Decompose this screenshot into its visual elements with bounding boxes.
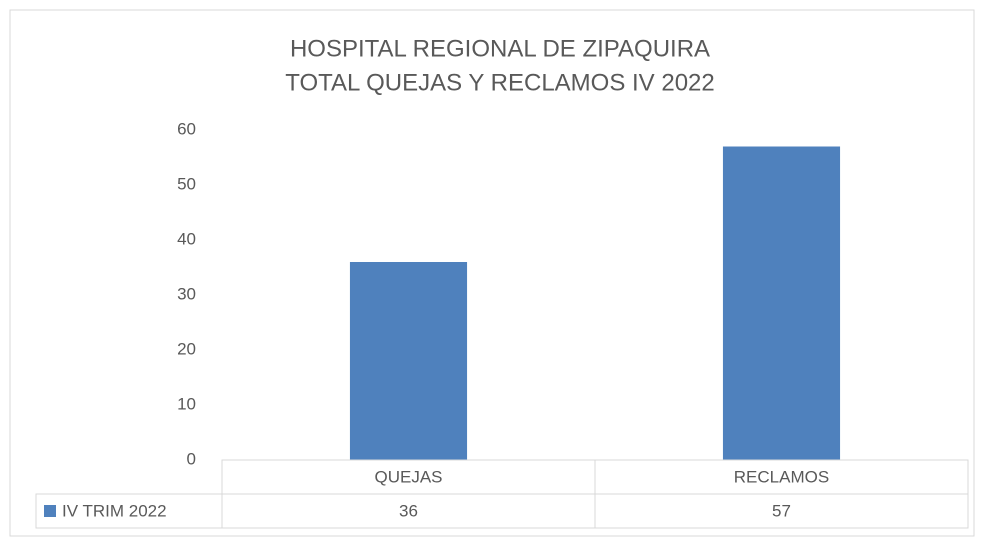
y-tick-label: 20 bbox=[177, 339, 196, 358]
bar bbox=[349, 262, 468, 460]
x-tick-label: RECLAMOS bbox=[734, 467, 829, 486]
legend-label: IV TRIM 2022 bbox=[62, 501, 167, 520]
chart-title: HOSPITAL REGIONAL DE ZIPAQUIRA bbox=[290, 35, 710, 62]
x-tick-label: QUEJAS bbox=[374, 467, 442, 486]
y-tick-label: 50 bbox=[177, 174, 196, 193]
table-cell bbox=[594, 459, 969, 495]
table-value: 36 bbox=[399, 501, 418, 520]
bar bbox=[722, 146, 841, 460]
table-value: 57 bbox=[772, 501, 791, 520]
y-tick-label: 60 bbox=[177, 119, 196, 138]
y-tick-label: 40 bbox=[177, 229, 196, 248]
y-tick-label: 30 bbox=[177, 284, 196, 303]
chart-title: TOTAL QUEJAS Y RECLAMOS IV 2022 bbox=[285, 69, 715, 96]
y-tick-label: 0 bbox=[187, 449, 196, 468]
legend-key bbox=[44, 505, 56, 517]
y-tick-label: 10 bbox=[177, 394, 196, 413]
